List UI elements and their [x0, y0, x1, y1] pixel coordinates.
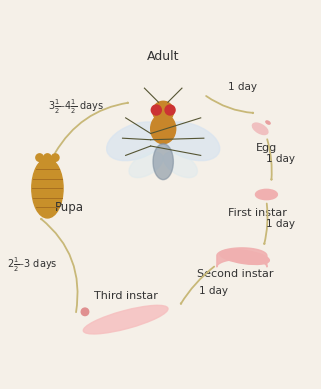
Ellipse shape — [220, 250, 269, 265]
Ellipse shape — [107, 122, 167, 161]
Text: Adult: Adult — [147, 50, 179, 63]
Text: 1 day: 1 day — [229, 82, 257, 91]
Circle shape — [44, 154, 51, 161]
Text: $3\frac{1}{2}$–$4\frac{1}{2}$ days: $3\frac{1}{2}$–$4\frac{1}{2}$ days — [48, 98, 104, 116]
Text: $2\frac{1}{2}$–3 days: $2\frac{1}{2}$–3 days — [6, 256, 57, 274]
Ellipse shape — [256, 189, 277, 200]
Ellipse shape — [151, 114, 176, 144]
Ellipse shape — [32, 159, 63, 218]
Text: Third instar: Third instar — [94, 291, 158, 301]
Ellipse shape — [252, 123, 268, 135]
Text: 1 day: 1 day — [199, 286, 228, 296]
Ellipse shape — [266, 121, 270, 124]
Circle shape — [36, 154, 43, 161]
Circle shape — [151, 105, 161, 115]
Text: Second instar: Second instar — [197, 269, 273, 279]
Text: Egg: Egg — [256, 143, 277, 152]
Text: Pupa: Pupa — [55, 200, 84, 214]
Circle shape — [153, 101, 174, 122]
Circle shape — [81, 308, 89, 315]
Ellipse shape — [160, 122, 220, 161]
Ellipse shape — [83, 305, 168, 334]
Text: First instar: First instar — [228, 208, 286, 218]
Circle shape — [51, 154, 59, 161]
Circle shape — [165, 105, 175, 115]
Ellipse shape — [163, 152, 197, 178]
Text: 1 day: 1 day — [266, 154, 295, 163]
Ellipse shape — [153, 144, 173, 180]
Text: 1 day: 1 day — [266, 219, 295, 229]
Ellipse shape — [129, 152, 163, 178]
